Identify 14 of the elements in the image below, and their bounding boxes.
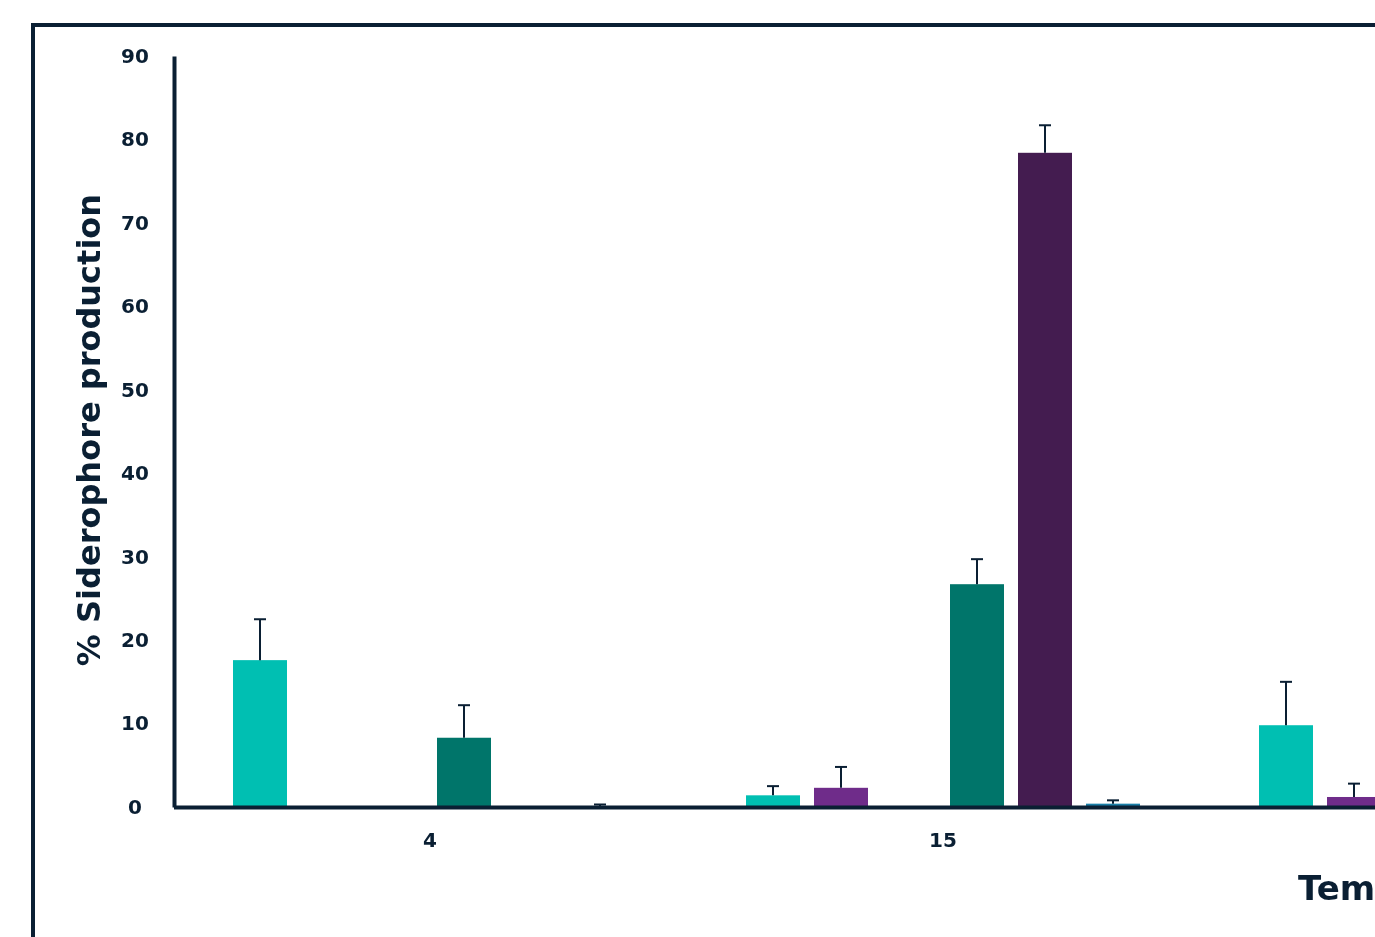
y-tick-label: 20: [121, 628, 149, 653]
y-tick-label: 60: [121, 294, 149, 319]
y-axis-title: % Siderophore production: [70, 193, 108, 667]
y-tick-label: 30: [121, 544, 149, 569]
y-tick-label: 40: [121, 461, 149, 486]
y-tick-label: 50: [121, 377, 149, 402]
x-tick-label: 4: [423, 828, 437, 853]
y-tick-label: 0: [128, 794, 142, 819]
x-tick-label: 15: [929, 828, 957, 853]
y-tick-label: 10: [121, 711, 149, 736]
x-axis-title: Tem: [1298, 868, 1375, 908]
y-tick-label: 90: [121, 43, 149, 68]
y-tick-label: 80: [121, 127, 149, 152]
y-tick-label: 70: [121, 210, 149, 235]
